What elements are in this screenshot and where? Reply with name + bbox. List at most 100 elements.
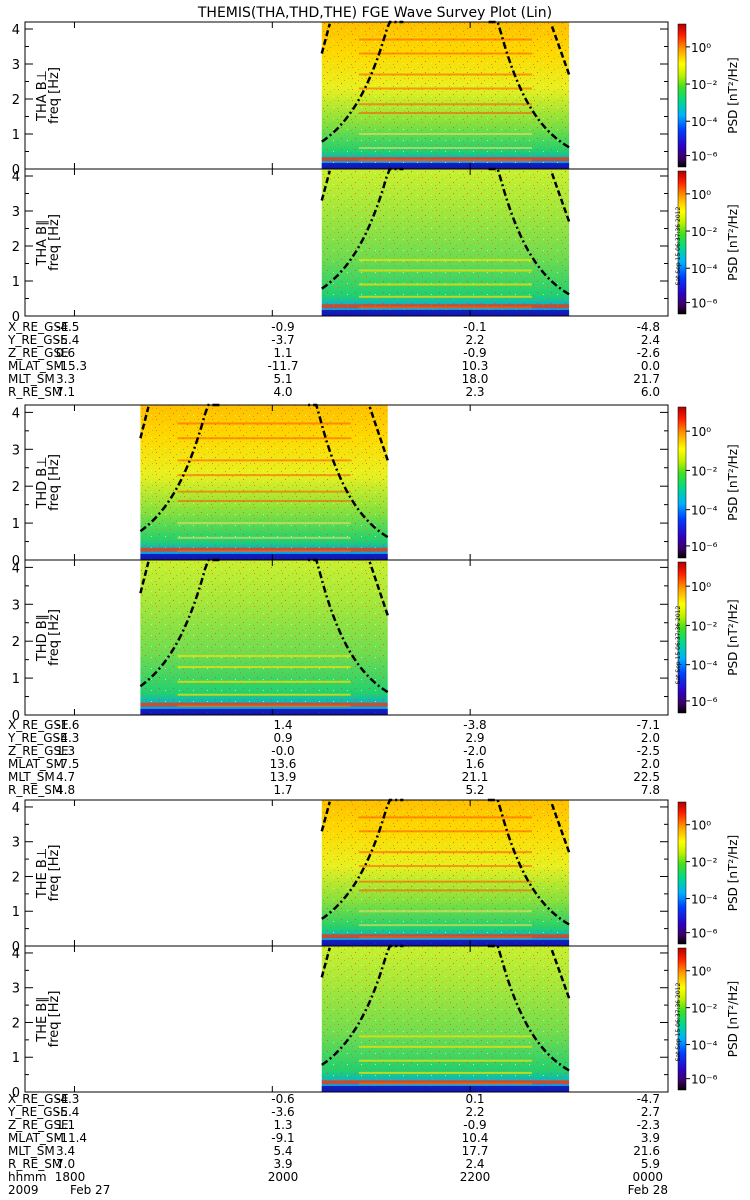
spectral-band bbox=[358, 889, 532, 892]
colorbar-tick-label: 10⁻² bbox=[691, 1002, 718, 1016]
gyrofrequency-curve bbox=[320, 947, 331, 978]
spectrogram-panel bbox=[24, 20, 690, 170]
ephemeris-value: 2.0 bbox=[641, 757, 660, 771]
ephemeris-label: Z_RE_GSE bbox=[8, 744, 69, 758]
spectral-band bbox=[358, 259, 532, 261]
spectrogram-panel bbox=[24, 167, 690, 317]
low-freq-band bbox=[321, 157, 570, 162]
time-tick-label: 1800 bbox=[55, 1170, 86, 1184]
colorbar-tick-label: 10⁰ bbox=[691, 965, 711, 979]
ephemeris-value: 5.4 bbox=[273, 1144, 292, 1158]
spectral-band bbox=[358, 103, 532, 106]
ephemeris-value: 21.6 bbox=[633, 1144, 660, 1158]
ephemeris-value: -2.3 bbox=[637, 1118, 660, 1132]
y-tick-label: 3 bbox=[12, 836, 20, 851]
ephemeris-label: R_RE_SM bbox=[8, 1157, 62, 1171]
y-tick-label: 1 bbox=[12, 275, 20, 290]
spectral-band bbox=[358, 830, 532, 833]
y-tick-label: 1 bbox=[12, 1051, 20, 1066]
spectral-band bbox=[177, 680, 351, 683]
ephemeris-value: -4.3 bbox=[56, 1092, 79, 1106]
colorbar bbox=[677, 406, 687, 559]
y-tick-label: 2 bbox=[12, 480, 20, 495]
ephemeris-value: 7.8 bbox=[641, 783, 660, 797]
ephemeris-value: -4.7 bbox=[637, 1092, 660, 1106]
y-axis-label: freq [Hz] bbox=[47, 991, 62, 1048]
ephemeris-value: -0.9 bbox=[463, 1118, 486, 1132]
colorbar-tick-label: 10⁻⁶ bbox=[691, 927, 718, 941]
spectral-band bbox=[358, 269, 532, 272]
y-tick-label: 3 bbox=[12, 205, 20, 220]
spectral-band bbox=[358, 147, 532, 149]
ephemeris-value: -0.6 bbox=[271, 1092, 294, 1106]
ephemeris-value: -5.4 bbox=[56, 1105, 79, 1119]
gyrofrequency-curve bbox=[320, 801, 331, 832]
ephemeris-value: 10.3 bbox=[462, 359, 489, 373]
spectral-band bbox=[177, 474, 351, 477]
ephemeris-value: -4.5 bbox=[56, 320, 79, 334]
y-tick-label: 4 bbox=[12, 23, 20, 38]
ephemeris-value: 2.0 bbox=[641, 731, 660, 745]
ephemeris-value: -11.4 bbox=[56, 1131, 87, 1145]
panel-label: THE B∥ bbox=[35, 996, 50, 1042]
base-band bbox=[321, 940, 570, 946]
ephemeris-value: -1.6 bbox=[56, 718, 79, 732]
ephemeris-label: MLAT_SM bbox=[8, 757, 64, 771]
panel-label: THA B∥ bbox=[35, 219, 50, 266]
ephemeris-value: -7.5 bbox=[56, 757, 79, 771]
spectral-band bbox=[177, 499, 351, 502]
colorbar-tick-label: 10⁰ bbox=[691, 425, 711, 439]
base-band bbox=[321, 310, 570, 316]
gyrofrequency-curve bbox=[306, 558, 389, 694]
ephemeris-label: Z_RE_GSE bbox=[8, 1118, 69, 1132]
ephemeris-value: 21.7 bbox=[633, 372, 660, 386]
colorbar-tick-label: 10⁻² bbox=[691, 78, 718, 92]
ephemeris-value: 0.0 bbox=[641, 359, 660, 373]
base-band bbox=[321, 163, 570, 169]
base-band bbox=[140, 709, 388, 715]
colorbar-tick-label: 10⁻⁴ bbox=[691, 115, 718, 129]
gyrofrequency-curve bbox=[487, 20, 570, 149]
ephemeris-value: 13.6 bbox=[270, 757, 297, 771]
ephemeris-value: -9.1 bbox=[271, 1131, 294, 1145]
date-start-label: Feb 27 bbox=[70, 1183, 110, 1197]
spectral-band bbox=[177, 459, 351, 462]
ephemeris-value: 1.1 bbox=[273, 346, 292, 360]
ephemeris-value: 0.1 bbox=[465, 1092, 484, 1106]
ephemeris-value: 22.5 bbox=[633, 770, 660, 784]
ephemeris-value: 17.7 bbox=[462, 1144, 489, 1158]
gyrofrequency-curve bbox=[139, 561, 150, 594]
ephemeris-label: MLT_SM bbox=[8, 372, 55, 386]
colorbar-tick-label: 10⁰ bbox=[691, 580, 711, 594]
colorbar-tick-label: 10⁻² bbox=[691, 464, 718, 478]
ephemeris-value: 3.3 bbox=[56, 372, 75, 386]
y-tick-label: 3 bbox=[12, 443, 20, 458]
spectral-band bbox=[358, 1071, 532, 1074]
ephemeris-value: 5.1 bbox=[273, 372, 292, 386]
spectrogram-noise bbox=[321, 169, 570, 316]
ephemeris-label: MLAT_SM bbox=[8, 1131, 64, 1145]
colorbar-tick-label: 10⁻⁶ bbox=[691, 297, 718, 311]
ephemeris-value: 2.2 bbox=[465, 1105, 484, 1119]
y-tick-label: 1 bbox=[12, 905, 20, 920]
ephemeris-value: 2.7 bbox=[641, 1105, 660, 1119]
ephemeris-value: 2.3 bbox=[465, 385, 484, 399]
colorbar-tick-label: 10⁰ bbox=[691, 188, 711, 202]
spectrogram-noise bbox=[321, 22, 570, 169]
colorbar bbox=[677, 23, 687, 168]
y-tick-label: 0 bbox=[12, 554, 20, 569]
gyrofrequency-curve bbox=[320, 170, 331, 201]
ephemeris-value: -2.0 bbox=[463, 744, 486, 758]
colorbar bbox=[677, 170, 687, 315]
ephemeris-value: 1.6 bbox=[465, 757, 484, 771]
ephemeris-value: 2.2 bbox=[465, 333, 484, 347]
ephemeris-value: 5.9 bbox=[641, 1157, 660, 1171]
low-freq-band bbox=[321, 304, 570, 309]
ephemeris-label: R_RE_SM bbox=[8, 783, 62, 797]
spectrogram-noise bbox=[321, 946, 570, 1092]
spectral-band bbox=[358, 910, 532, 913]
gyrofrequency-curve bbox=[306, 403, 389, 539]
low-freq-band bbox=[321, 1080, 570, 1085]
ephemeris-value: -3.8 bbox=[463, 718, 486, 732]
